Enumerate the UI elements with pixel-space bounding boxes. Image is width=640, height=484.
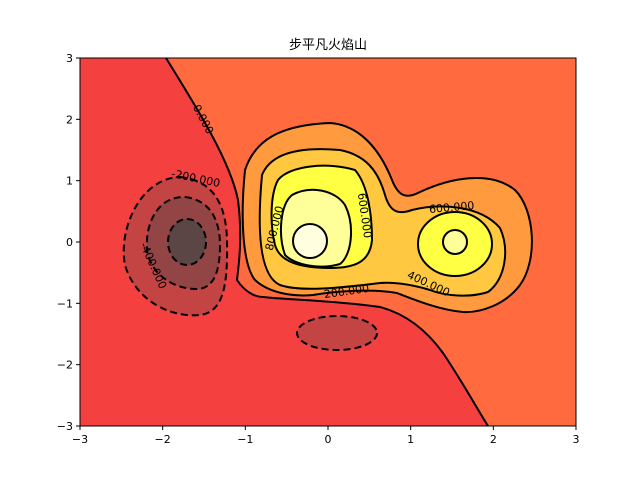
y-tick-label: −1 (57, 297, 73, 310)
y-tick-label: 0 (66, 236, 73, 249)
fill-lt-neg400 (168, 219, 206, 265)
contour-line-neg600 (167, 218, 207, 266)
fill-800-1000-right (443, 230, 467, 254)
contour-line-1000 (292, 223, 328, 259)
contour-line-800-right (442, 229, 468, 255)
x-axis: −3 −2 −1 0 1 2 3 (72, 426, 580, 446)
fill-gt-1000 (293, 224, 327, 258)
y-tick-label: 1 (66, 175, 73, 188)
x-tick-label: 0 (325, 433, 332, 446)
contour-line-neg200-lower (296, 315, 378, 351)
contour-label: 600.000 (428, 199, 474, 216)
x-tick-label: −1 (237, 433, 253, 446)
contour-label: 200.000 (323, 282, 370, 301)
plot-area: 0.000 -200.000 -400.000 800.000 600.000 … (80, 58, 576, 426)
contour-line-800 (280, 188, 352, 268)
y-tick-label: −2 (57, 359, 73, 372)
x-tick-label: −2 (155, 433, 171, 446)
contour-label: 600.000 (355, 192, 374, 239)
contour-lines (122, 58, 533, 426)
x-tick-label: 1 (407, 433, 414, 446)
fill-neg200-0-lower (297, 316, 377, 350)
y-tick-label: 3 (66, 52, 73, 65)
contour-line-0 (165, 58, 489, 426)
y-tick-label: −3 (57, 420, 73, 433)
contour-line-neg400 (145, 195, 222, 291)
chart-title: 步平凡火焰山 (289, 38, 367, 53)
y-tick-label: 2 (66, 113, 73, 126)
contour-line-400 (258, 148, 507, 297)
contour-line-neg200 (122, 175, 229, 317)
contour-line-600-right (417, 211, 493, 277)
contour-line-200 (241, 121, 533, 314)
x-tick-label: 2 (490, 433, 497, 446)
contour-line-600-left (270, 164, 374, 270)
x-tick-label: 3 (573, 433, 580, 446)
y-axis: −3 −2 −1 0 1 2 3 (57, 52, 80, 433)
x-tick-label: −3 (72, 433, 88, 446)
